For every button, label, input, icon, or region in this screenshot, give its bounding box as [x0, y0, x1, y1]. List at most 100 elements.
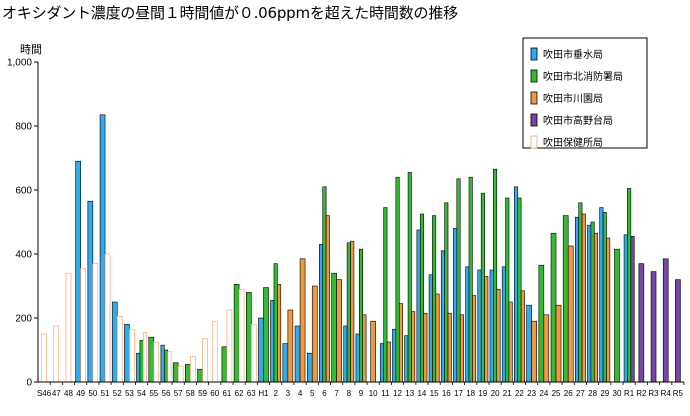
bar-吹田市垂水局-2 [270, 300, 275, 383]
bar-吹田市川園局-21 [508, 301, 513, 383]
bar-吹田市川園局-11 [386, 341, 391, 383]
bar-吹田市垂水局-23 [526, 304, 532, 383]
x-tick-label: 47 [52, 389, 61, 398]
x-tick-label: 26 [564, 389, 573, 398]
bar-吹田市垂水局-51 [99, 114, 106, 383]
bar-吹田市北消防署局-27 [578, 202, 583, 383]
bar-吹田市北消防署局-H1 [263, 287, 269, 383]
bar-吹田市北消防署局-7 [331, 272, 337, 383]
bar-吹田市川園局-14 [423, 312, 428, 383]
bar-吹田市川園局-18 [472, 295, 477, 383]
bar-吹田市川園局-24 [543, 314, 550, 383]
y-tick-label: 600 [15, 186, 32, 197]
x-tick-label: 29 [600, 389, 609, 398]
x-tick-label: 24 [539, 389, 548, 398]
bars-group [41, 114, 681, 383]
bar-吹田市川園局-2 [277, 284, 282, 383]
x-tick-label: 20 [491, 389, 500, 398]
bar-吹田市垂水局-54 [136, 352, 141, 383]
x-tick-label: 11 [381, 389, 390, 398]
x-tick-label: 6 [322, 389, 327, 398]
bar-吹田市垂水局-18 [465, 266, 470, 383]
bar-吹田市垂水局-49 [75, 160, 81, 383]
bar-吹田市川園局-9 [362, 314, 367, 383]
bar-吹田市高野台局-R2 [638, 263, 645, 383]
bar-吹田市北消防署局-6 [322, 186, 327, 383]
chart-title: オキシダント濃度の昼間１時間値が０.06ppmを超えた時間数の推移 [2, 4, 458, 22]
legend-swatch [530, 47, 538, 61]
x-tick-label: 49 [76, 389, 85, 398]
bar-吹田市垂水局-50 [87, 200, 94, 383]
x-tick-label: 63 [247, 389, 256, 398]
bar-吹田保健所局-61 [226, 309, 233, 383]
bar-吹田市川園局-6 [325, 215, 330, 383]
x-tick-label: 60 [210, 389, 219, 398]
bar-吹田市高野台局-R5 [675, 279, 681, 383]
bar-吹田市北消防署局-19 [480, 192, 485, 383]
bar-吹田市北消防署局-62 [233, 284, 240, 383]
y-tick-label: 1,000 [7, 58, 32, 69]
bar-吹田保健所局-53 [129, 328, 135, 383]
bar-吹田市北消防署局-54 [139, 340, 144, 383]
x-tick-label: 22 [515, 389, 524, 398]
bar-吹田市北消防署局-20 [493, 168, 498, 383]
bar-吹田保健所局-51 [104, 253, 111, 383]
bar-吹田市北消防署局-55 [148, 336, 155, 383]
y-tick-label: 0 [26, 378, 32, 389]
bar-吹田保健所局-48 [65, 272, 72, 383]
bar-吹田市垂水局-28 [587, 224, 592, 383]
bar-吹田市川園局-16 [447, 312, 452, 383]
x-tick-label: 8 [347, 389, 352, 398]
bar-吹田市北消防署局-58 [185, 364, 191, 383]
x-tick-label: 4 [298, 389, 303, 398]
x-tick-label: 52 [113, 389, 122, 398]
bar-吹田市川園局-13 [411, 311, 416, 383]
x-tick-label: 53 [125, 389, 134, 398]
x-tick-label: 61 [222, 389, 231, 398]
x-tick-label: 13 [405, 389, 414, 398]
x-tick-label: 3 [286, 389, 291, 398]
bar-吹田市垂水局-14 [416, 229, 421, 383]
bar-吹田保健所局-50 [92, 263, 99, 383]
legend-label: 吹田市北消防署局 [543, 70, 623, 83]
bar-吹田市垂水局-27 [574, 216, 579, 383]
x-tick-label: 50 [88, 389, 97, 398]
x-tick-label: R4 [661, 389, 672, 398]
y-tick-label: 800 [15, 122, 32, 133]
bar-吹田市川園局-5 [311, 285, 318, 383]
legend-label: 吹田保健所局 [543, 136, 603, 149]
bar-吹田市北消防署局-2 [273, 263, 278, 383]
bar-吹田市北消防署局-25 [550, 232, 557, 383]
bar-吹田市北消防署局-R1 [627, 188, 632, 383]
x-tick-label: R5 [673, 389, 684, 398]
bar-吹田市垂水局-15 [428, 274, 433, 383]
bar-吹田市北消防署局-61 [221, 346, 228, 383]
bar-吹田市川園局-28 [593, 232, 598, 383]
bar-吹田市垂水局-52 [111, 301, 118, 383]
bar-吹田保健所局-58 [190, 356, 196, 383]
x-tick-label: 10 [369, 389, 378, 398]
bar-吹田保健所局-63 [251, 324, 257, 383]
bar-吹田市川園局-3 [287, 309, 294, 383]
x-tick-label: 48 [64, 389, 73, 398]
x-tick-label: 28 [588, 389, 597, 398]
bar-吹田市北消防署局-8 [346, 242, 351, 383]
bar-吹田市北消防署局-16 [444, 202, 449, 383]
bar-吹田保健所局-59 [202, 338, 208, 383]
bar-吹田市川園局-10 [370, 320, 376, 383]
bar-吹田市垂水局-12 [392, 328, 397, 383]
bar-吹田市川園局-19 [484, 276, 489, 383]
bar-吹田市川園局-26 [567, 245, 574, 383]
bar-吹田市川園局-20 [496, 288, 501, 383]
bar-吹田市北消防署局-12 [395, 176, 400, 383]
bar-吹田市北消防署局-24 [538, 264, 545, 383]
y-axis-label: 時間 [20, 43, 42, 56]
x-tick-label: 62 [235, 389, 244, 398]
x-tick-label: 23 [527, 389, 536, 398]
x-tick-label: 59 [198, 389, 207, 398]
bar-吹田市垂水局-8 [343, 325, 348, 383]
bar-吹田保健所局-55 [153, 341, 160, 383]
bar-吹田保健所局-54 [143, 332, 148, 383]
